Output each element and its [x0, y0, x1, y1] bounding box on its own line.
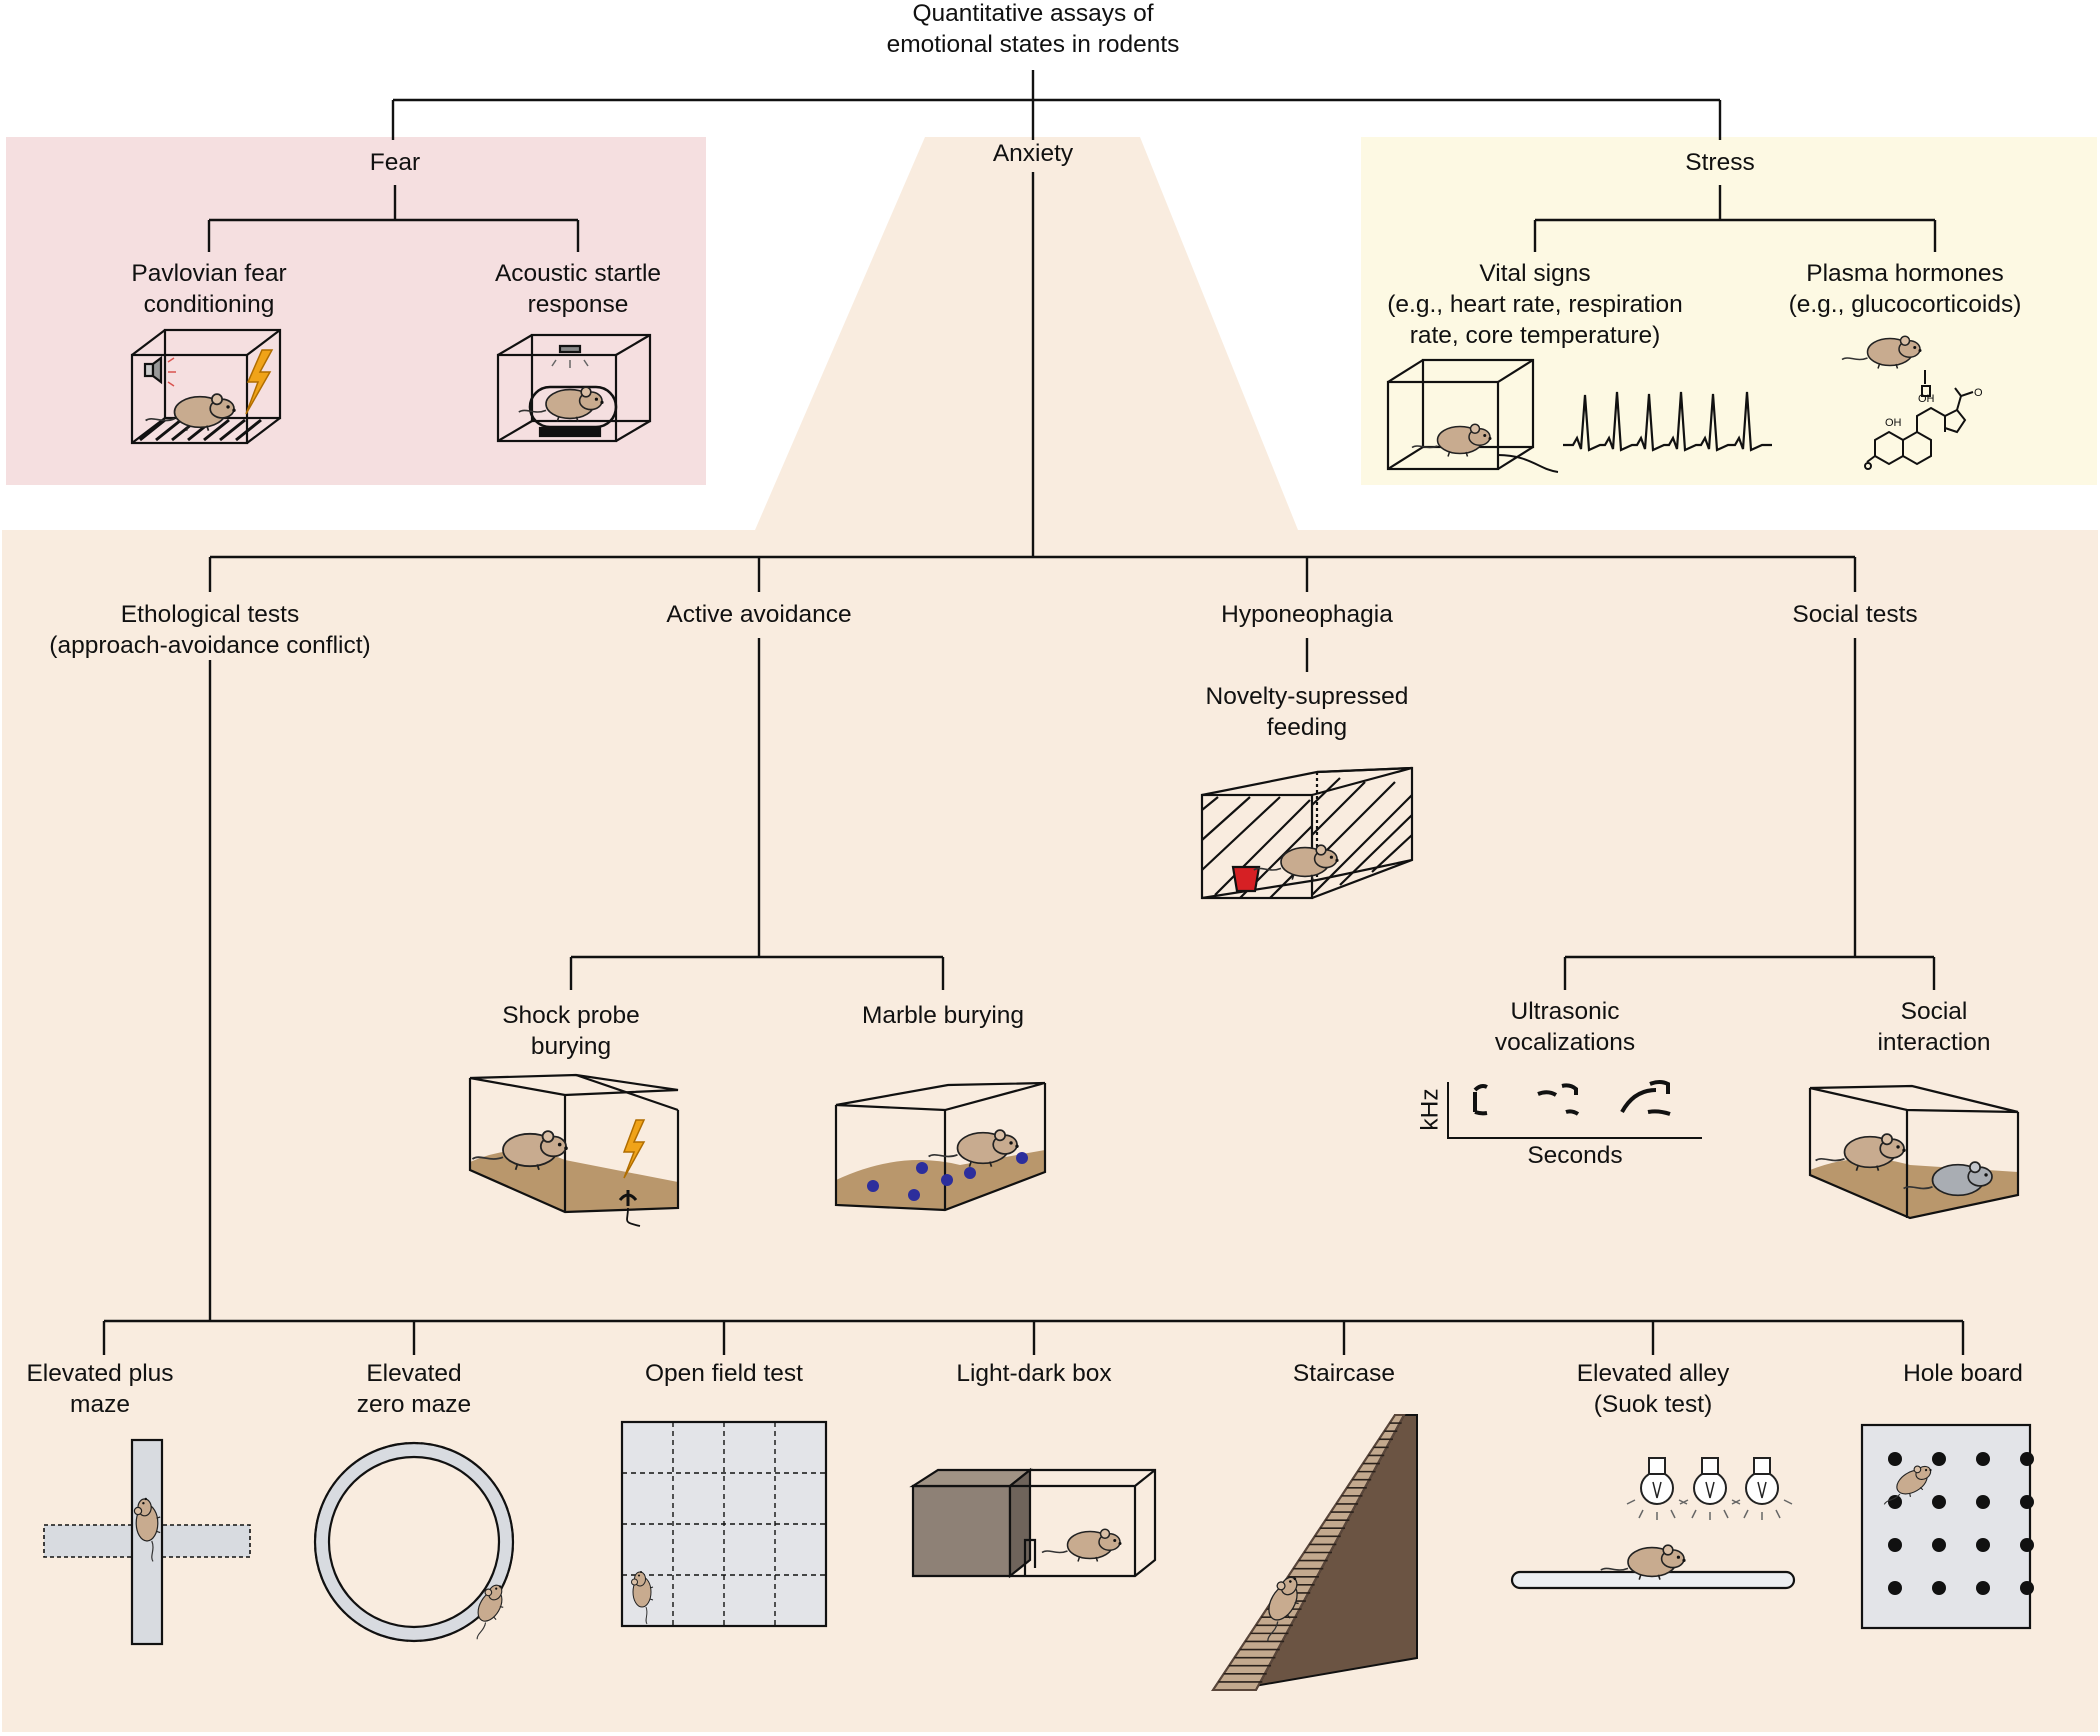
usv-spectrogram — [1447, 1080, 1702, 1139]
usv-label: Ultrasonic vocalizations — [1494, 998, 1636, 1056]
hole — [1932, 1452, 1946, 1466]
marble-burying-illustration — [834, 1081, 1047, 1212]
active-avoidance-label: Active avoidance — [666, 601, 852, 628]
shock-probe-label: Shock probe burying — [502, 1002, 640, 1060]
hole-board-holes — [1888, 1452, 2034, 1595]
ethological-tests-label: Ethological tests (approach-avoidance con… — [49, 601, 371, 659]
startle-illustration — [496, 333, 652, 443]
social-interaction-label: Social interaction — [1877, 998, 1991, 1056]
diagram-title: Quantitative assays of emotional states i… — [886, 0, 1180, 58]
hole — [1976, 1495, 1990, 1509]
usv-y-axis-label: kHz — [1416, 1088, 1444, 1131]
open-field-test-label: Open field test — [645, 1360, 803, 1387]
marble-burying-label: Marble burying — [861, 1002, 1025, 1029]
light-dark-box — [909, 1467, 1157, 1579]
hole-board — [1860, 1423, 2032, 1630]
glucocorticoid-structure: OH OH O — [1864, 370, 1983, 470]
social-tests-label: Social tests — [1792, 601, 1918, 628]
hole — [1888, 1452, 1902, 1466]
hole — [1888, 1495, 1902, 1509]
startle-label: Acoustic startle response — [494, 260, 662, 318]
hole-board-label: Hole board — [1903, 1360, 2023, 1387]
hole — [1976, 1581, 1990, 1595]
hole — [2020, 1495, 2034, 1509]
hole — [1932, 1495, 1946, 1509]
anxiety-panel — [2, 137, 2098, 1732]
hole — [1888, 1538, 1902, 1552]
stress-panel — [1361, 137, 2097, 485]
elevated-zero-maze-label: Elevated zero maze — [356, 1360, 472, 1418]
hole — [1976, 1452, 1990, 1466]
anxiety-label: Anxiety — [992, 140, 1074, 167]
vital-signs-label: Vital signs (e.g., heart rate, respiratio… — [1387, 260, 1683, 349]
elevated-alley-label: Elevated alley (Suok test) — [1576, 1360, 1730, 1418]
elevated-plus-maze-label: Elevated plus maze — [26, 1360, 174, 1418]
vital-signs-illustration — [1386, 358, 1772, 473]
open-field-arena — [620, 1420, 828, 1628]
hole — [1932, 1538, 1946, 1552]
hole — [2020, 1581, 2034, 1595]
stress-label: Stress — [1685, 149, 1755, 176]
hole — [2020, 1452, 2034, 1466]
hole — [1932, 1581, 1946, 1595]
hole — [1976, 1538, 1990, 1552]
stair-rungs — [1218, 1422, 1402, 1683]
svg-text:OH: OH — [1918, 393, 1935, 405]
grey-mouse-icon — [1903, 1161, 1993, 1197]
fear-label: Fear — [369, 149, 421, 176]
tree-connectors — [102, 70, 1965, 1355]
light-dark-box-label: Light-dark box — [956, 1360, 1112, 1387]
svg-text:O: O — [1974, 387, 1983, 399]
usv-x-axis-label: Seconds — [1527, 1142, 1623, 1169]
staircase-label: Staircase — [1292, 1360, 1396, 1387]
svg-text:OH: OH — [1885, 417, 1902, 429]
pavlovian-label: Pavlovian fear conditioning — [131, 260, 287, 318]
novelty-feeding-label: Novelty-supressed feeding — [1205, 683, 1409, 741]
hyponeophagia-label: Hyponeophagia — [1221, 601, 1393, 628]
hole — [2020, 1538, 2034, 1552]
novelty-feeding-illustration — [1200, 766, 1414, 900]
elevated-zero-maze — [313, 1441, 515, 1643]
hole — [1888, 1581, 1902, 1595]
plasma-hormones-label: Plasma hormones (e.g., glucocorticoids) — [1788, 260, 2022, 318]
